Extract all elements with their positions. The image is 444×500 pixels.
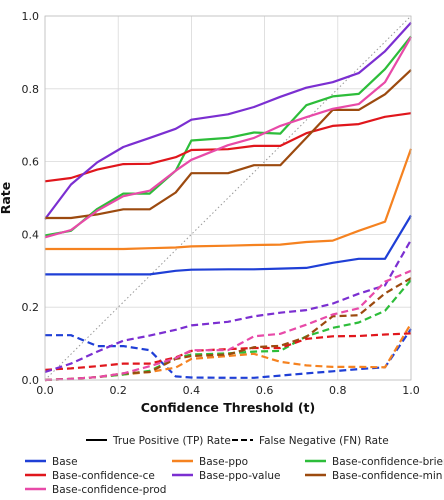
y-tick-label: 0.8 [22,83,40,96]
legend-series-label: Base [52,456,78,468]
tp-line-base-ppo-value [44,21,412,220]
legend-style-label: False Negative (FN) Rate [259,435,389,447]
x-tick-label: 0.4 [183,384,201,397]
tp-line-base [45,214,412,276]
y-tick-label: 0.0 [22,374,40,387]
x-axis-title: Confidence Threshold (t) [141,400,315,415]
y-axis-title: Rate [0,182,13,215]
fn-line-base-confidence-ce [44,332,412,371]
y-tick-label: 0.2 [22,301,40,314]
legend-series-label: Base-confidence-prod [52,484,166,496]
fn-line-base-confidence-prod [44,269,412,382]
legend-series-label: Base-confidence-min [332,470,442,482]
series-lines [44,21,413,382]
legend-series-label: Base-confidence-brier [332,456,444,468]
y-tick-label: 1.0 [22,10,40,23]
legend: True Positive (TP) Rate False Negative (F… [25,435,444,496]
tp-line-base-confidence-prod [44,36,412,239]
x-tick-label: 1.0 [402,384,420,397]
tp-line-base-confidence-ce [44,112,412,183]
tp-line-base-confidence-min [45,69,412,220]
x-tick-label: 0.8 [329,384,347,397]
y-tick-label: 0.6 [22,156,40,169]
fn-line-base-ppo-value [44,239,412,374]
tick-labels: 0.0 0.2 0.4 0.6 0.8 1.0 0.0 0.2 0.4 0.6 0.8 1.0 [22,10,420,397]
y-tick-label: 0.4 [22,228,40,241]
legend-style-label: True Positive (TP) Rate [112,435,231,447]
x-tick-label: 0.2 [109,384,127,397]
tp-line-base-ppo [45,148,413,251]
x-tick-label: 0.0 [36,384,54,397]
fn-line-base-confidence-min [44,277,412,382]
diagonal-reference-line [44,15,412,381]
x-tick-label: 0.6 [256,384,274,397]
legend-series-label: Base-confidence-ce [52,470,155,482]
legend-series-label: Base-ppo [199,456,248,468]
plot-frame [44,15,412,381]
legend-series-label: Base-ppo-value [199,470,281,482]
fn-line-base-ppo [44,323,412,382]
tp-line-base-confidence-brier [44,35,412,237]
